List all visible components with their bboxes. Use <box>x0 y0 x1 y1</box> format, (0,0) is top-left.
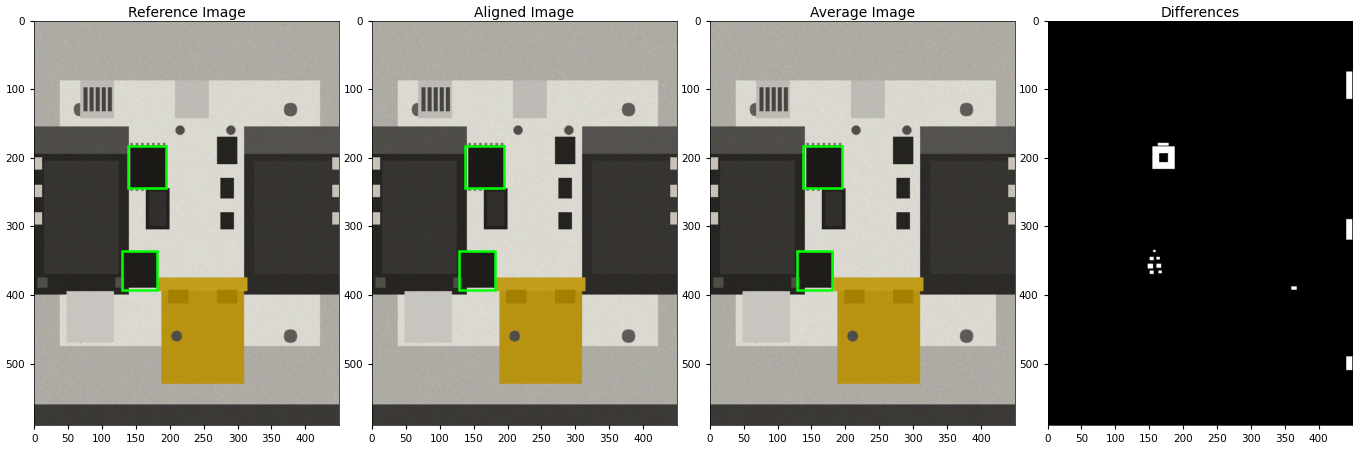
Bar <box>797 251 832 290</box>
Bar <box>466 145 504 188</box>
Title: Differences: Differences <box>1160 5 1240 19</box>
Bar <box>803 145 842 188</box>
Bar <box>128 145 166 188</box>
Title: Aligned Image: Aligned Image <box>474 5 574 19</box>
Bar <box>122 251 158 290</box>
Bar <box>459 251 494 290</box>
Title: Reference Image: Reference Image <box>128 5 246 19</box>
Title: Average Image: Average Image <box>809 5 915 19</box>
